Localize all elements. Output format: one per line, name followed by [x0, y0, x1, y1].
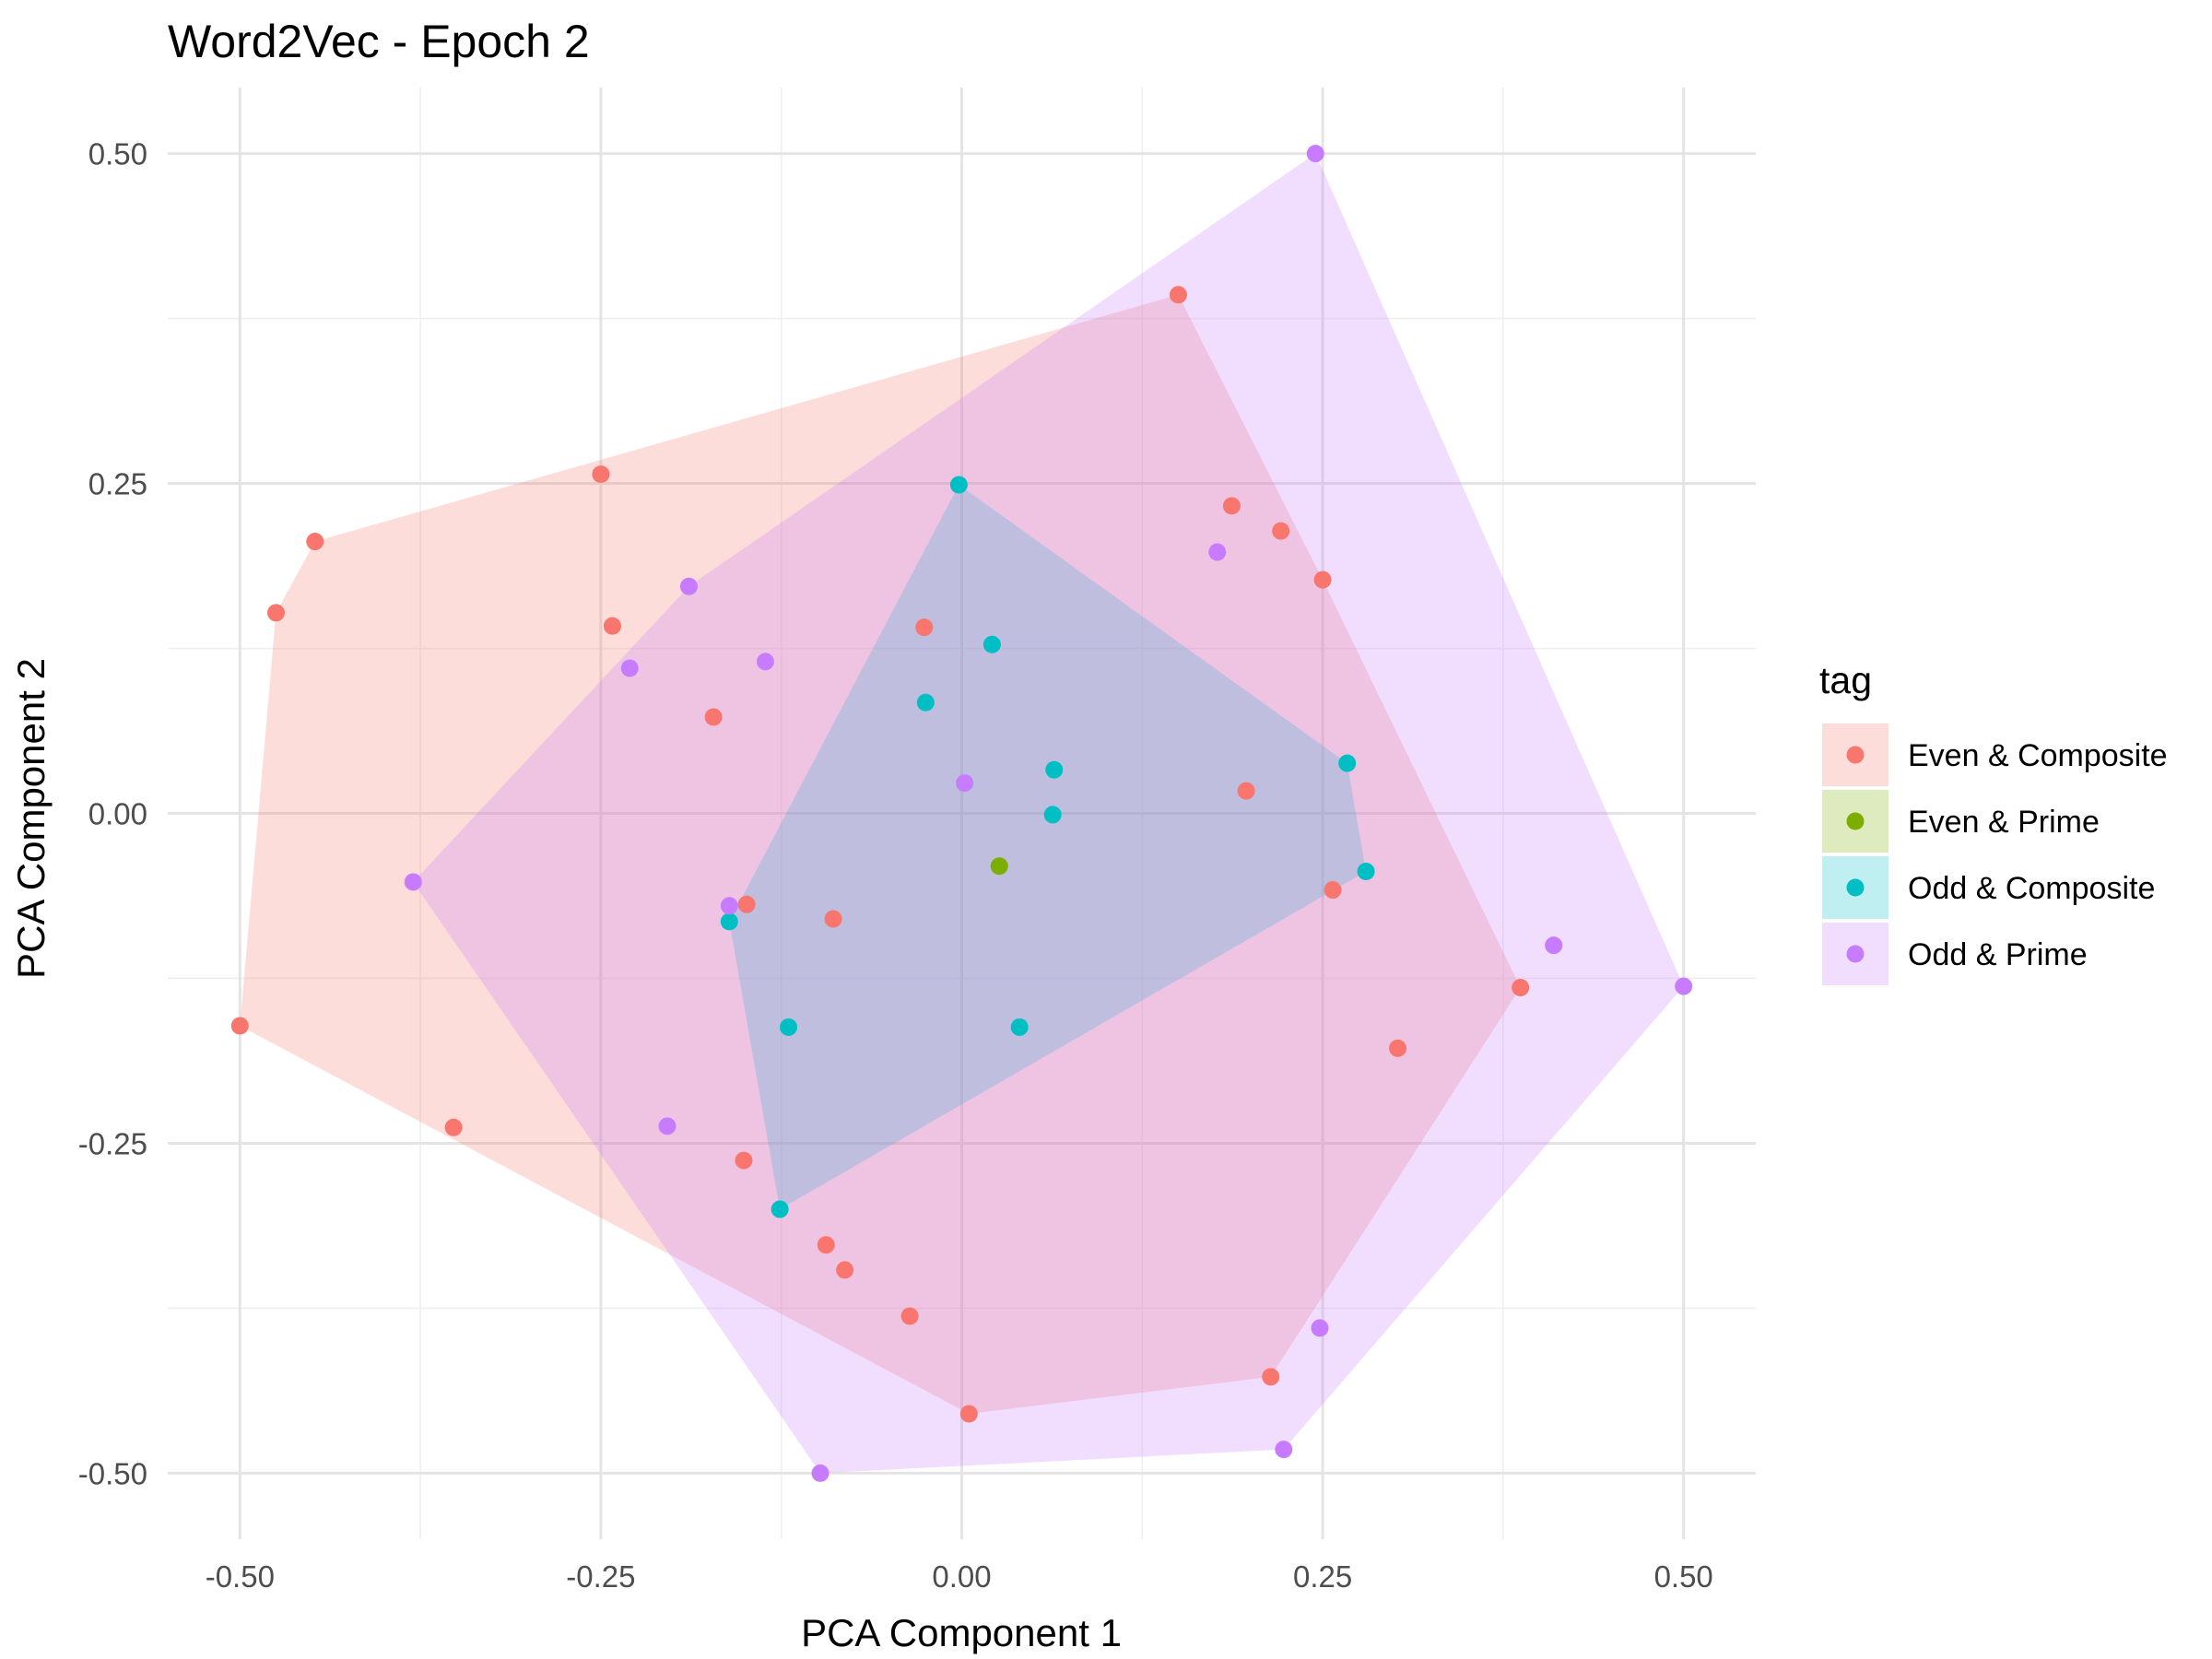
- data-point: [679, 577, 698, 595]
- data-point: [915, 618, 934, 637]
- data-points: [230, 145, 1693, 1482]
- y-tick-label: 0.25: [88, 467, 147, 501]
- data-point: [444, 1118, 463, 1136]
- data-point: [1512, 979, 1530, 996]
- data-point: [1306, 145, 1324, 163]
- data-point: [990, 857, 1008, 876]
- data-point: [1237, 782, 1255, 800]
- data-point: [956, 774, 974, 793]
- data-point: [1357, 863, 1375, 880]
- data-point: [811, 1464, 830, 1482]
- data-point: [756, 653, 774, 671]
- y-tick-label: 0.00: [88, 797, 147, 831]
- x-tick-label: 0.25: [1293, 1559, 1352, 1594]
- legend-marker: [1846, 812, 1865, 830]
- legend-label: Odd & Composite: [1908, 871, 2155, 906]
- legend-marker: [1846, 878, 1865, 897]
- data-point: [1389, 1039, 1407, 1057]
- data-point: [1043, 806, 1062, 824]
- data-point: [1313, 571, 1332, 589]
- legend-label: Even & Prime: [1908, 805, 2100, 840]
- data-point: [1010, 1018, 1029, 1036]
- data-point: [1169, 286, 1187, 304]
- legend: tag Even & Composite Even & Prime Odd & Co…: [1819, 659, 2168, 985]
- data-point: [1675, 977, 1693, 995]
- data-point: [230, 1017, 249, 1035]
- data-point: [266, 604, 285, 622]
- x-tick-label: 0.50: [1654, 1559, 1713, 1594]
- data-point: [780, 1018, 798, 1036]
- data-point: [771, 1200, 789, 1218]
- data-point: [1545, 936, 1563, 955]
- x-axis-label: PCA Component 1: [801, 1611, 1122, 1654]
- y-tick-label: 0.50: [88, 137, 147, 171]
- data-point: [404, 873, 422, 891]
- x-axis-ticks: -0.50 -0.25 0.00 0.25 0.50: [206, 1559, 1713, 1594]
- data-point: [949, 476, 968, 494]
- data-point: [1311, 1319, 1329, 1337]
- x-tick-label: -0.50: [206, 1559, 275, 1594]
- legend-marker: [1846, 746, 1865, 764]
- hull-polygon: [240, 294, 1521, 1414]
- data-point: [959, 1405, 978, 1423]
- y-tick-label: -0.25: [78, 1126, 147, 1160]
- data-point: [704, 708, 723, 726]
- data-point: [737, 895, 756, 913]
- legend-marker: [1846, 945, 1865, 963]
- data-point: [1338, 754, 1357, 772]
- y-axis-label: PCA Component 2: [9, 658, 53, 979]
- legend-label: Even & Composite: [1908, 738, 2168, 773]
- data-point: [735, 1151, 753, 1170]
- data-point: [1262, 1368, 1280, 1386]
- legend-title: tag: [1819, 659, 1872, 701]
- data-point: [836, 1261, 854, 1279]
- legend-label: Odd & Prime: [1908, 937, 2088, 972]
- data-point: [306, 533, 324, 551]
- chart-title: Word2Vec - Epoch 2: [168, 16, 590, 67]
- data-point: [620, 659, 639, 677]
- data-point: [603, 617, 621, 635]
- data-point: [658, 1117, 677, 1135]
- y-tick-label: -0.50: [78, 1456, 147, 1490]
- data-point: [1045, 760, 1064, 779]
- data-point: [817, 1236, 835, 1254]
- hull-polygon: [729, 484, 1367, 1210]
- data-point: [982, 635, 1001, 653]
- data-point: [720, 912, 738, 931]
- data-point: [824, 910, 842, 928]
- x-tick-label: -0.25: [566, 1559, 635, 1594]
- data-point: [592, 465, 610, 484]
- data-point: [916, 693, 935, 712]
- x-tick-label: 0.00: [932, 1559, 991, 1594]
- data-point: [1222, 497, 1241, 515]
- data-point: [900, 1307, 919, 1325]
- y-axis-ticks: -0.50 -0.25 0.00 0.25 0.50: [78, 137, 147, 1491]
- data-point: [720, 897, 738, 915]
- data-point: [1208, 543, 1227, 561]
- data-point: [1275, 1441, 1293, 1459]
- data-point: [1324, 881, 1342, 900]
- data-point: [1272, 522, 1290, 540]
